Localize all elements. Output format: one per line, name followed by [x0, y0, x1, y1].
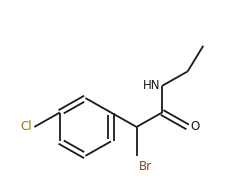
Text: O: O — [190, 120, 199, 133]
Text: HN: HN — [142, 79, 160, 92]
Text: Cl: Cl — [21, 120, 32, 133]
Text: Br: Br — [139, 160, 152, 173]
